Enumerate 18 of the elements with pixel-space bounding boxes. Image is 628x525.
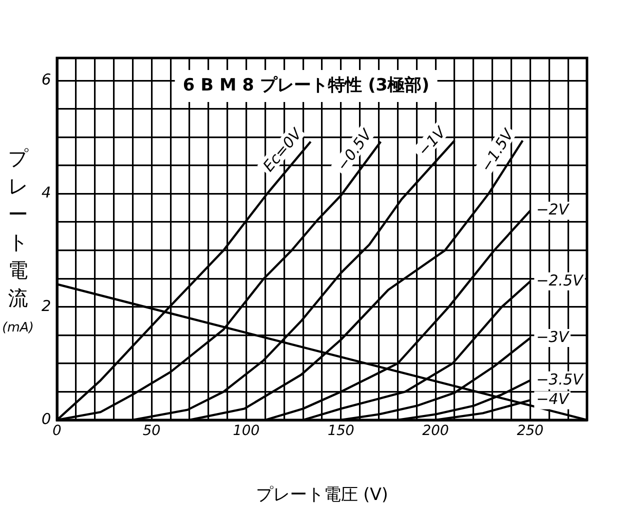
y-axis-title: プレート電流 (mA) [2, 146, 34, 336]
x-tick-label: 150 [328, 423, 354, 440]
x-axis-title: プレート電圧 (V) [256, 485, 388, 506]
series-label: −3V [536, 328, 570, 346]
x-tick-label: 100 [232, 423, 260, 440]
x-tick-label: 50 [142, 423, 161, 440]
x-tick-label: 0 [52, 423, 62, 440]
series-label: −4V [536, 390, 570, 408]
y-tick-label: 2 [41, 296, 51, 315]
y-tick-label: 6 [41, 70, 51, 89]
y-tick-label: 4 [41, 184, 51, 202]
series-label: −2.5V [536, 271, 585, 290]
text: 6 B M 8 プレート特性 (3極部) [182, 75, 430, 96]
x-tick-label: 250 [516, 423, 544, 440]
series-label: −3.5V [536, 370, 585, 388]
series-label: −2V [536, 200, 570, 219]
x-tick-label: 200 [422, 423, 450, 440]
y-tick-label: 0 [41, 410, 51, 428]
